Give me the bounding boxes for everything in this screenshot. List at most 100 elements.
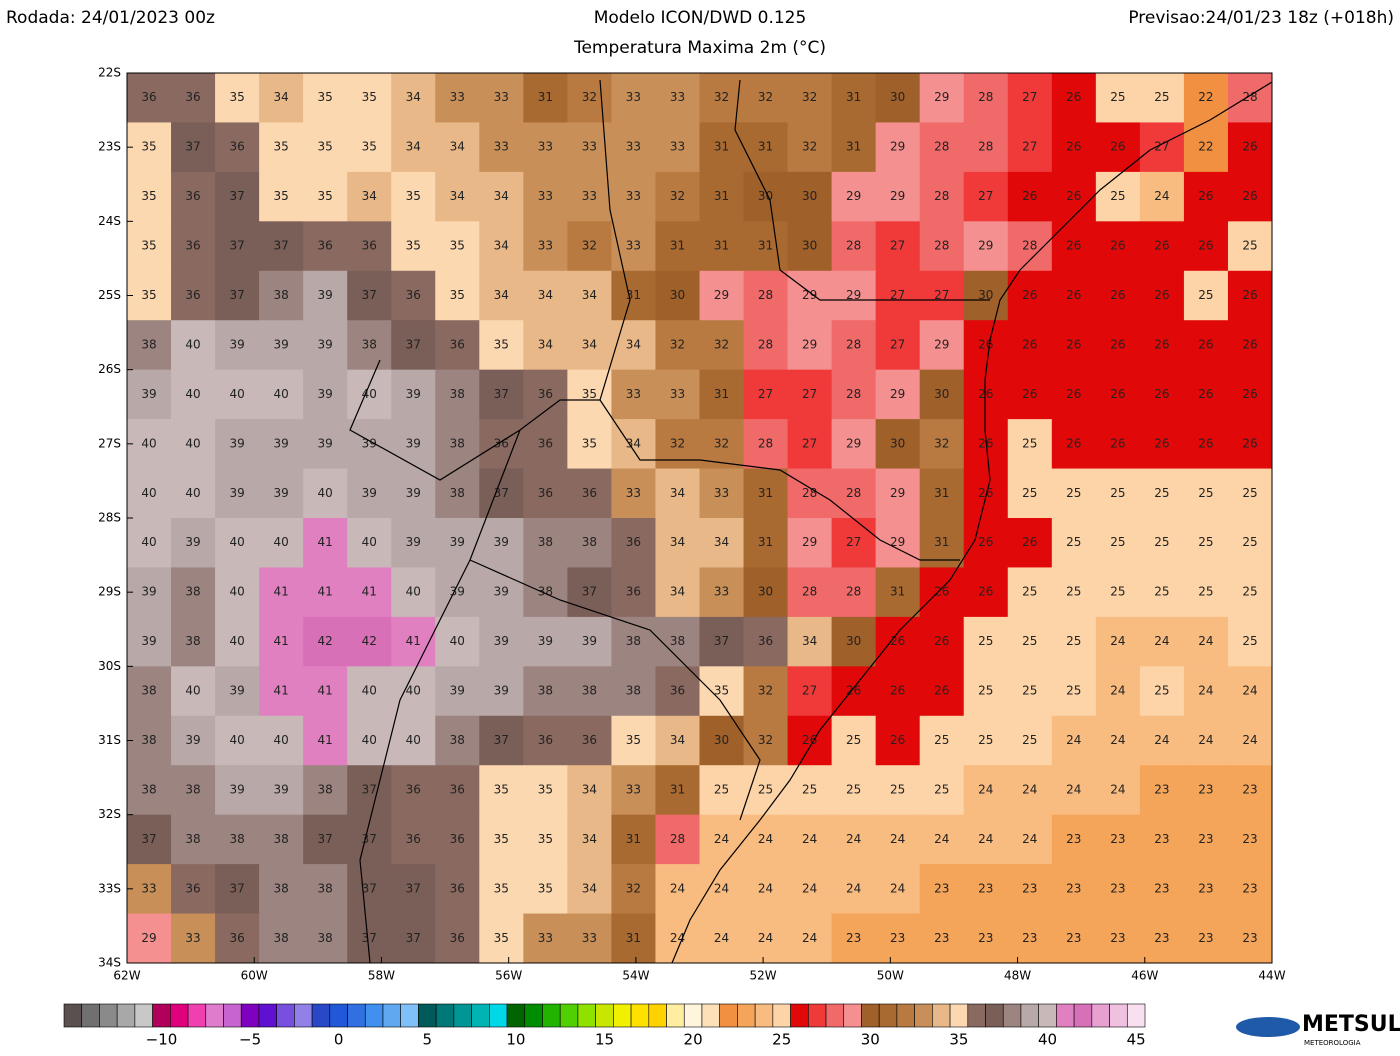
field-cell <box>347 864 392 915</box>
field-value: 34 <box>538 337 553 351</box>
field-cell <box>259 270 304 321</box>
lat-tick-label: 27S <box>98 436 121 450</box>
field-cell <box>479 419 524 470</box>
field-cell <box>1183 73 1229 123</box>
field-cell <box>1095 270 1141 321</box>
field-cell <box>1139 715 1185 766</box>
lon-tick-label: 60W <box>241 969 268 983</box>
field-value: 38 <box>141 337 156 351</box>
field-cell <box>963 666 1009 717</box>
field-value: 26 <box>978 387 993 401</box>
colorbar-box <box>967 1003 986 1028</box>
field-value: 30 <box>978 288 993 302</box>
field-value: 38 <box>582 684 597 698</box>
field-value: 36 <box>185 881 200 895</box>
field-cell <box>1227 73 1273 123</box>
colorbar-box <box>187 1003 207 1028</box>
field-cell <box>655 864 700 915</box>
field-cell <box>479 73 524 123</box>
field-cell <box>655 666 700 717</box>
colorbar-box <box>1056 1003 1075 1028</box>
field-cell <box>347 320 392 371</box>
field-cell <box>303 864 348 915</box>
field-cell <box>391 765 436 816</box>
field-value: 23 <box>1154 832 1169 846</box>
field-value: 38 <box>141 733 156 747</box>
field-cell <box>127 468 172 519</box>
field-cell <box>435 864 480 915</box>
field-cell <box>655 122 700 173</box>
colorbar-box <box>152 1003 171 1028</box>
field-cell <box>919 468 965 519</box>
field-cell <box>567 765 612 816</box>
field-value: 38 <box>273 288 288 302</box>
field-cell <box>259 518 304 568</box>
field-value: 29 <box>934 337 949 351</box>
colorbar-label: 45 <box>1127 1031 1146 1049</box>
field-cell <box>1095 666 1141 717</box>
field-cell <box>259 715 304 766</box>
field-value: 28 <box>978 90 993 104</box>
field-value: 32 <box>670 337 685 351</box>
colorbar-box <box>542 1003 561 1028</box>
field-value: 25 <box>978 684 993 698</box>
field-cell <box>743 518 789 568</box>
field-cell <box>919 765 965 816</box>
colorbar-box <box>294 1003 313 1028</box>
field-value: 26 <box>1242 337 1257 351</box>
field-value: 41 <box>273 634 288 648</box>
field-cell <box>303 419 348 470</box>
field-cell <box>171 864 216 915</box>
lon-tick-label: 46W <box>1131 969 1158 983</box>
field-cell <box>127 715 172 766</box>
field-cell <box>347 419 392 470</box>
field-value: 28 <box>758 337 773 351</box>
colorbar-label: 5 <box>423 1031 433 1049</box>
field-value: 29 <box>802 535 817 549</box>
field-cell <box>1007 221 1053 272</box>
field-value: 33 <box>626 387 641 401</box>
field-value: 40 <box>362 387 377 401</box>
field: 36 36 35 34 35 35 34 33 33 31 32 33 33 32 32 32 31 30 29 28… <box>127 73 1273 964</box>
field-cell <box>699 171 745 222</box>
field-value: 38 <box>450 436 465 450</box>
field-cell <box>171 814 216 865</box>
field-value: 40 <box>229 733 244 747</box>
field-value: 40 <box>362 684 377 698</box>
field-cell <box>303 715 348 766</box>
field-cell <box>479 221 524 272</box>
field-cell <box>171 221 216 272</box>
field-value: 26 <box>1154 239 1169 253</box>
field-cell <box>1095 369 1141 420</box>
field-cell <box>699 369 745 420</box>
field-cell <box>919 122 965 173</box>
field-cell <box>171 616 216 667</box>
field-cell <box>1007 270 1053 321</box>
field-cell <box>743 270 789 321</box>
field-value: 30 <box>890 90 905 104</box>
field-cell <box>347 221 392 272</box>
field-value: 33 <box>626 486 641 500</box>
field-cell <box>699 518 745 568</box>
colorbar-label: 40 <box>1038 1031 1057 1049</box>
lat-tick-label: 24S <box>98 214 121 228</box>
field-cell <box>919 666 965 717</box>
field-value: 27 <box>1022 140 1037 154</box>
field-cell <box>1007 814 1053 865</box>
borders <box>349 79 1273 964</box>
field-cell <box>963 913 1009 964</box>
field-cell <box>523 518 568 568</box>
colorbar-box <box>825 1003 845 1028</box>
field-value: 24 <box>758 931 773 945</box>
field-cell <box>479 369 524 420</box>
field-cell <box>215 666 260 717</box>
field-cell <box>259 814 304 865</box>
field-cell <box>831 616 877 667</box>
field-cell <box>611 518 656 568</box>
colorbar-box <box>506 1003 526 1028</box>
field-value: 39 <box>406 486 421 500</box>
lat-tick-label: 26S <box>98 362 121 376</box>
field-value: 39 <box>141 585 156 599</box>
field-value: 26 <box>934 585 949 599</box>
field-value: 32 <box>714 436 729 450</box>
